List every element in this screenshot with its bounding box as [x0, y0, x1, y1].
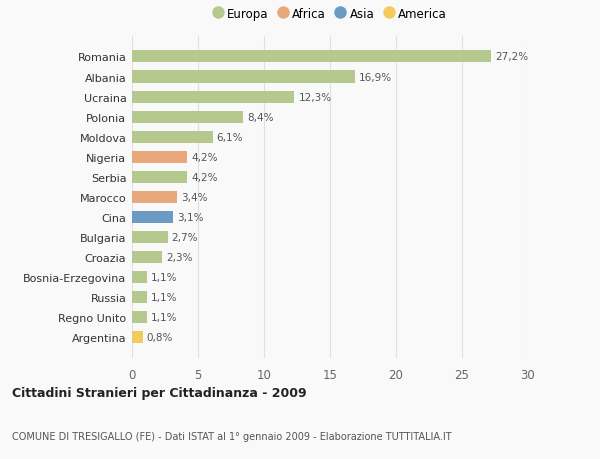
Text: 12,3%: 12,3% [298, 92, 331, 102]
Bar [132, 252, 163, 263]
Text: 0,8%: 0,8% [146, 332, 173, 342]
Bar [132, 51, 491, 63]
Text: 4,2%: 4,2% [191, 173, 218, 182]
Text: 2,7%: 2,7% [172, 232, 198, 242]
Bar [132, 231, 167, 243]
Bar [132, 131, 212, 143]
Text: 2,3%: 2,3% [166, 252, 193, 263]
Bar [132, 271, 146, 283]
Text: 3,4%: 3,4% [181, 192, 208, 202]
Legend: Europa, Africa, Asia, America: Europa, Africa, Asia, America [209, 4, 451, 24]
Text: 1,1%: 1,1% [151, 272, 177, 282]
Bar [132, 212, 173, 224]
Bar [132, 171, 187, 183]
Bar [132, 331, 143, 343]
Text: 1,1%: 1,1% [151, 313, 177, 322]
Bar [132, 291, 146, 303]
Text: COMUNE DI TRESIGALLO (FE) - Dati ISTAT al 1° gennaio 2009 - Elaborazione TUTTITA: COMUNE DI TRESIGALLO (FE) - Dati ISTAT a… [12, 431, 452, 441]
Text: 8,4%: 8,4% [247, 112, 274, 123]
Bar [132, 91, 295, 103]
Text: 3,1%: 3,1% [177, 213, 203, 222]
Bar [132, 311, 146, 324]
Bar [132, 112, 243, 123]
Text: 6,1%: 6,1% [217, 132, 243, 142]
Bar [132, 71, 355, 84]
Text: 16,9%: 16,9% [359, 73, 392, 82]
Text: 27,2%: 27,2% [495, 52, 528, 62]
Text: Cittadini Stranieri per Cittadinanza - 2009: Cittadini Stranieri per Cittadinanza - 2… [12, 386, 307, 399]
Text: 4,2%: 4,2% [191, 152, 218, 162]
Bar [132, 151, 187, 163]
Text: 1,1%: 1,1% [151, 292, 177, 302]
Bar [132, 191, 177, 203]
